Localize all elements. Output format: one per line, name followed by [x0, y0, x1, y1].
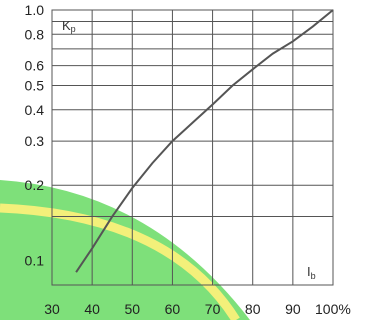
x-tick-label: 30 — [44, 301, 60, 317]
y-tick-label: 1.0 — [25, 2, 45, 18]
x-tick-label: 40 — [84, 301, 100, 317]
x-tick-label: 50 — [124, 301, 140, 317]
grid — [51, 9, 334, 286]
plot-frame — [51, 9, 334, 286]
x-tick-label: 100% — [315, 301, 351, 317]
y-tick-labels: 0.1 0.2 0.3 0.4 0.5 0.6 0.8 1.0 — [25, 2, 45, 269]
y-axis-label: Kp — [62, 18, 76, 34]
y-tick-label: 0.1 — [25, 253, 45, 269]
series-layer — [75, 9, 334, 273]
y-tick-label: 0.5 — [25, 77, 45, 93]
x-tick-labels: 30 40 50 60 70 80 90 100% — [44, 301, 351, 317]
series-line — [75, 9, 334, 273]
y-tick-label: 0.8 — [25, 26, 45, 42]
y-tick-label: 0.3 — [25, 133, 45, 149]
x-tick-label: 90 — [285, 301, 301, 317]
y-tick-label: 0.4 — [25, 102, 45, 118]
x-axis-label: Ib — [307, 264, 316, 281]
y-tick-label: 0.2 — [25, 177, 45, 193]
overlay-yellow-band — [0, 203, 240, 320]
y-tick-label: 0.6 — [25, 58, 45, 74]
x-tick-label: 80 — [245, 301, 261, 317]
x-tick-label: 70 — [205, 301, 221, 317]
x-tick-label: 60 — [165, 301, 181, 317]
